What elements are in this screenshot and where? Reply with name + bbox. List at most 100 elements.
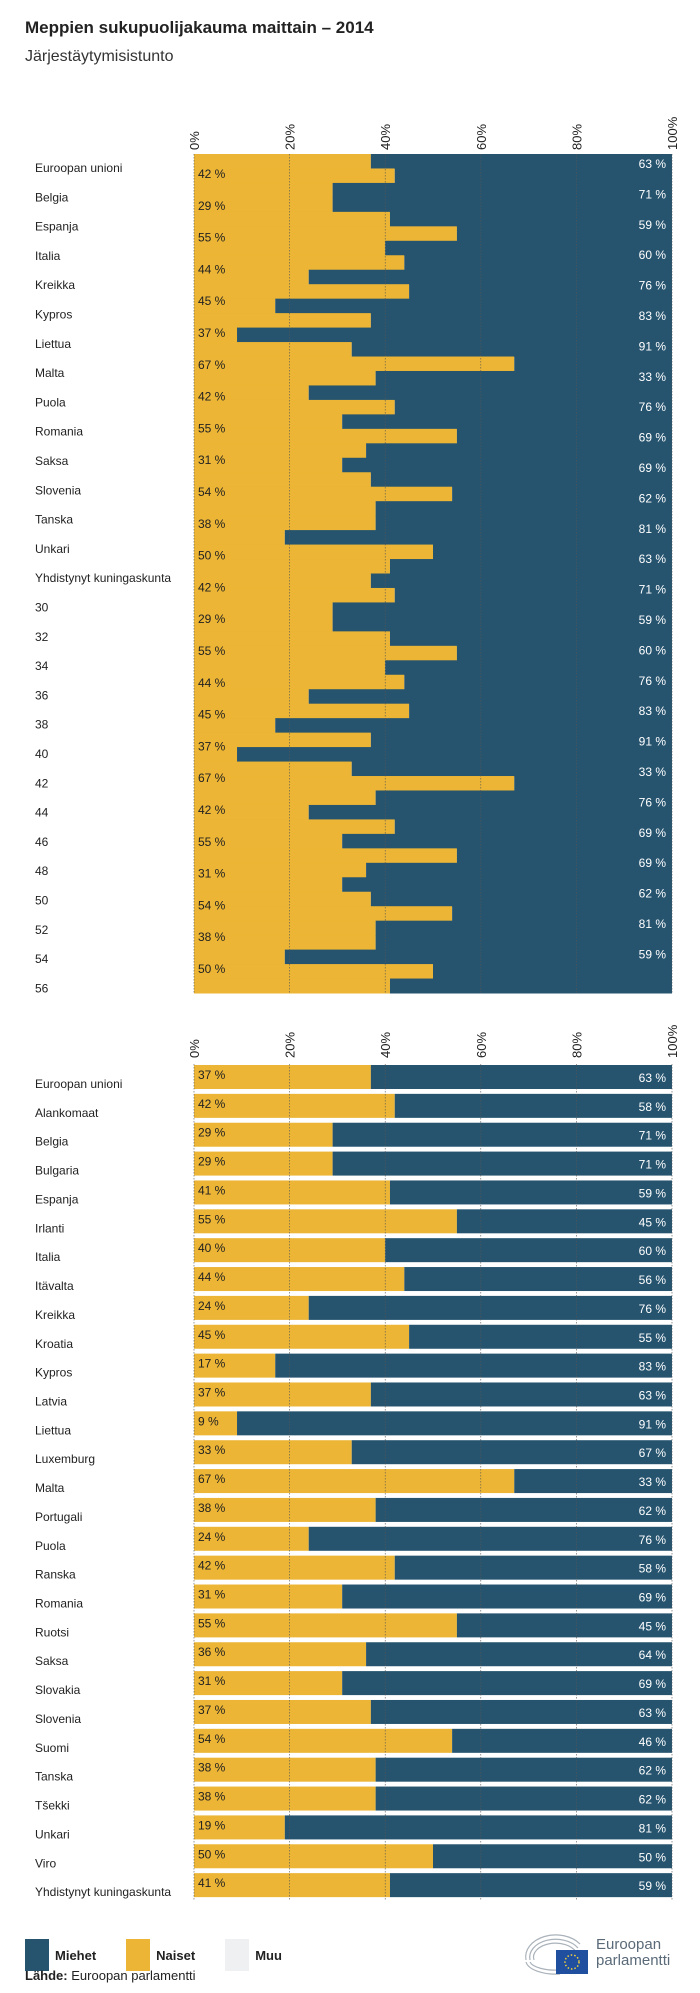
bar-women — [194, 1093, 395, 1118]
bar-men — [351, 342, 672, 358]
row-label: 46 — [35, 835, 49, 849]
bar-men — [308, 804, 672, 820]
row-label: Unkari — [35, 542, 70, 556]
data-label-men: 69 % — [639, 461, 667, 475]
bar-men — [394, 1555, 672, 1580]
data-label-women: 55 % — [198, 421, 226, 435]
data-label-women: 42 % — [198, 167, 226, 181]
bar-women — [194, 501, 376, 517]
data-label-women: 29 % — [198, 1155, 226, 1169]
bar-women — [194, 631, 390, 647]
bar-women — [194, 1122, 333, 1147]
row-label: Tanska — [35, 1770, 73, 1784]
bar-men — [389, 978, 672, 994]
data-label-men: 50 % — [639, 1850, 667, 1864]
data-label-women: 55 % — [198, 231, 226, 245]
bar-women — [194, 1497, 376, 1522]
bar-men — [332, 1122, 672, 1147]
bar-women — [194, 168, 395, 184]
bar-women — [194, 1267, 405, 1292]
bar-women — [194, 472, 371, 488]
bar-women — [194, 154, 371, 169]
bar-men — [452, 486, 672, 502]
bar-men — [389, 1180, 672, 1205]
bar-women — [194, 1353, 276, 1378]
row-label: Portugali — [35, 1510, 82, 1524]
bar-men — [456, 1209, 672, 1234]
data-label-women: 37 % — [198, 326, 226, 340]
logo-text-line2: parlamentti — [596, 1952, 671, 1969]
data-label-men: 69 % — [639, 826, 667, 840]
data-label-men: 62 % — [639, 1504, 667, 1518]
bar-women — [194, 313, 371, 329]
data-label-women: 38 % — [198, 1790, 226, 1804]
bar-women — [194, 414, 343, 430]
bar-men — [514, 776, 672, 791]
data-label-men: 33 % — [639, 765, 667, 779]
data-label-men: 63 % — [639, 1706, 667, 1720]
bar-men — [514, 356, 672, 372]
row-label: Alankomaat — [35, 1106, 99, 1120]
data-label-men: 62 % — [639, 887, 667, 901]
row-label: Kroatia — [35, 1337, 73, 1351]
row-label: Slovenia — [35, 1712, 81, 1726]
legend-item-women: Naiset — [126, 1939, 195, 1971]
bar-women — [194, 428, 457, 444]
bar-men — [366, 1642, 672, 1667]
bar-men — [370, 1065, 672, 1089]
bar-men — [375, 935, 672, 951]
data-label-men: 63 % — [639, 1388, 667, 1402]
data-label-men: 46 % — [639, 1735, 667, 1749]
bar-women — [194, 645, 457, 661]
bar-women — [194, 356, 515, 372]
data-label-women: 67 % — [198, 358, 226, 372]
data-label-men: 62 % — [639, 1793, 667, 1807]
x-tick-label: 100% — [665, 116, 680, 150]
row-label: Puola — [35, 1539, 66, 1553]
bar-men — [342, 833, 672, 849]
bar-women — [194, 182, 333, 198]
row-label: 56 — [35, 981, 49, 995]
row-label: Belgia — [35, 1135, 69, 1149]
bar-women — [194, 906, 453, 922]
bar-men — [370, 573, 672, 589]
bar-women — [194, 457, 343, 473]
bar-women — [194, 226, 457, 242]
data-label-women: 31 % — [198, 1588, 226, 1602]
bar-women — [194, 1411, 238, 1436]
hemicycle-eu-flag-icon — [525, 1934, 588, 1975]
row-label: Malta — [35, 366, 65, 380]
row-label: Romania — [35, 425, 83, 439]
bar-women — [194, 530, 285, 546]
bar-women — [194, 718, 276, 734]
row-label: Unkari — [35, 1827, 70, 1841]
x-tick-label: 20% — [283, 1032, 298, 1058]
data-label-women: 29 % — [198, 612, 226, 626]
bar-men — [375, 790, 672, 806]
bar-women — [194, 1757, 376, 1782]
x-tick-label: 60% — [474, 124, 489, 150]
data-label-men: 60 % — [639, 643, 667, 657]
bar-men — [332, 197, 672, 213]
legend-swatch — [225, 1939, 250, 1971]
bar-women — [194, 515, 376, 531]
data-label-men: 76 % — [639, 400, 667, 414]
x-tick-label: 40% — [378, 1032, 393, 1058]
bar-women — [194, 197, 333, 213]
data-label-women: 19 % — [198, 1818, 226, 1832]
data-label-men: 76 % — [639, 1533, 667, 1547]
data-label-men: 69 % — [639, 431, 667, 445]
x-tick-label: 0% — [187, 1039, 202, 1058]
bar-women — [194, 385, 309, 401]
data-label-women: 42 % — [198, 1097, 226, 1111]
data-label-women: 44 % — [198, 262, 226, 276]
legend-label: Naiset — [156, 1947, 196, 1963]
data-label-women: 42 % — [198, 390, 226, 404]
data-label-men: 91 % — [639, 735, 667, 749]
row-label: Espanja — [35, 1192, 79, 1206]
bar-men — [237, 327, 672, 343]
bar-women — [194, 1324, 410, 1349]
row-label: Slovenia — [35, 483, 81, 497]
bar-men — [375, 1757, 672, 1782]
bar-men — [275, 718, 672, 734]
